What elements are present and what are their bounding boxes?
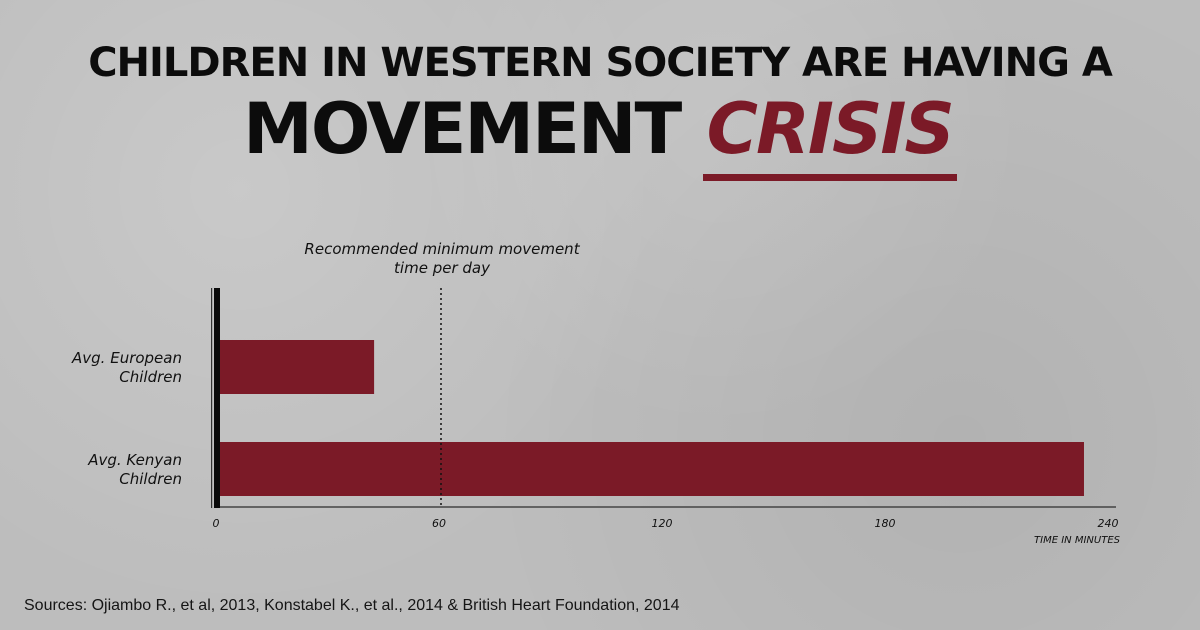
title-movement: MOVEMENT (243, 88, 682, 170)
x-tick-label-4: 240 (1098, 517, 1119, 530)
title-line-2: MOVEMENT CRISIS (0, 88, 1200, 181)
y-axis-line (214, 288, 220, 508)
y-axis-thin-line (211, 288, 213, 508)
category-label-0: Avg. European Children (71, 349, 182, 386)
reference-label: Recommended minimum movement time per day (304, 240, 580, 277)
x-axis-label: TIME IN MINUTES (1034, 535, 1121, 546)
x-tick-label-3: 180 (875, 517, 896, 530)
title-line-1: CHILDREN IN WESTERN SOCIETY ARE HAVING A (88, 40, 1113, 86)
x-tick-label-2: 120 (652, 517, 673, 530)
x-tick-label-0: 0 (213, 517, 220, 530)
bar-0 (218, 340, 375, 394)
title-crisis: CRISIS (702, 88, 957, 181)
category-label-1: Avg. Kenyan Children (87, 451, 182, 488)
bar-1 (218, 442, 1084, 496)
x-tick-label-1: 60 (432, 517, 446, 530)
sources-footnote: Sources: Ojiambo R., et al, 2013, Konsta… (24, 597, 680, 614)
